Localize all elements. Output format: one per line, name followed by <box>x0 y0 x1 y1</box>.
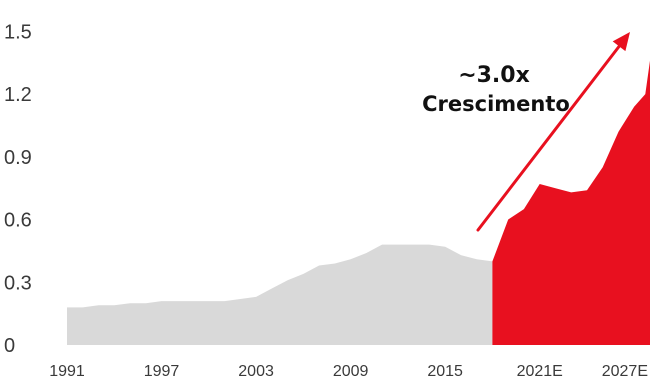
growth-arrow-icon <box>476 38 626 232</box>
area-series-historical <box>67 244 493 345</box>
area-series-group <box>67 60 650 345</box>
y-tick-label: 0 <box>4 335 15 357</box>
growth-annotation: ~3.0x Crescimento <box>422 32 630 232</box>
growth-multiplier-label: ~3.0x <box>458 63 530 88</box>
growth-word-label: Crescimento <box>422 92 570 116</box>
x-tick-label: 1997 <box>144 363 180 380</box>
y-tick-label: 0.6 <box>4 210 32 232</box>
x-tick-label: 2015 <box>427 363 463 380</box>
y-tick-label: 1.2 <box>4 84 32 106</box>
y-axis-ticks: 0 0.3 0.6 0.9 1.2 1.5 <box>4 21 32 357</box>
x-tick-label: 2003 <box>238 363 274 380</box>
x-tick-label: 2027E <box>602 363 648 380</box>
x-tick-label: 2021E <box>517 363 563 380</box>
x-tick-label: 1991 <box>49 363 85 380</box>
y-tick-label: 0.9 <box>4 147 32 169</box>
x-tick-label: 2009 <box>333 363 369 380</box>
y-tick-label: 1.5 <box>4 21 32 43</box>
arrow-head-icon <box>612 32 630 52</box>
x-axis-ticks: 1991 1997 2003 2009 2015 2021E 2027E <box>49 363 648 380</box>
area-series-forecast <box>492 60 650 345</box>
y-tick-label: 0.3 <box>4 272 32 294</box>
